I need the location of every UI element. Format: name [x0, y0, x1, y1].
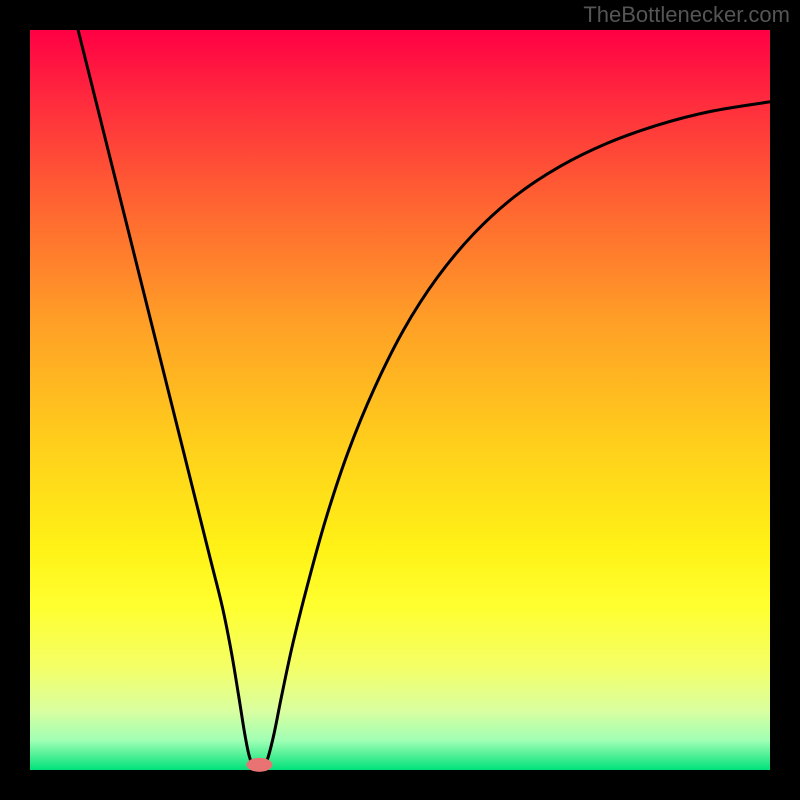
plot-background	[30, 30, 770, 770]
watermark-label: TheBottlenecker.com	[583, 2, 790, 28]
chart-svg-root	[0, 0, 800, 800]
chart-stage: TheBottlenecker.com	[0, 0, 800, 800]
optimal-point-marker	[246, 758, 272, 772]
